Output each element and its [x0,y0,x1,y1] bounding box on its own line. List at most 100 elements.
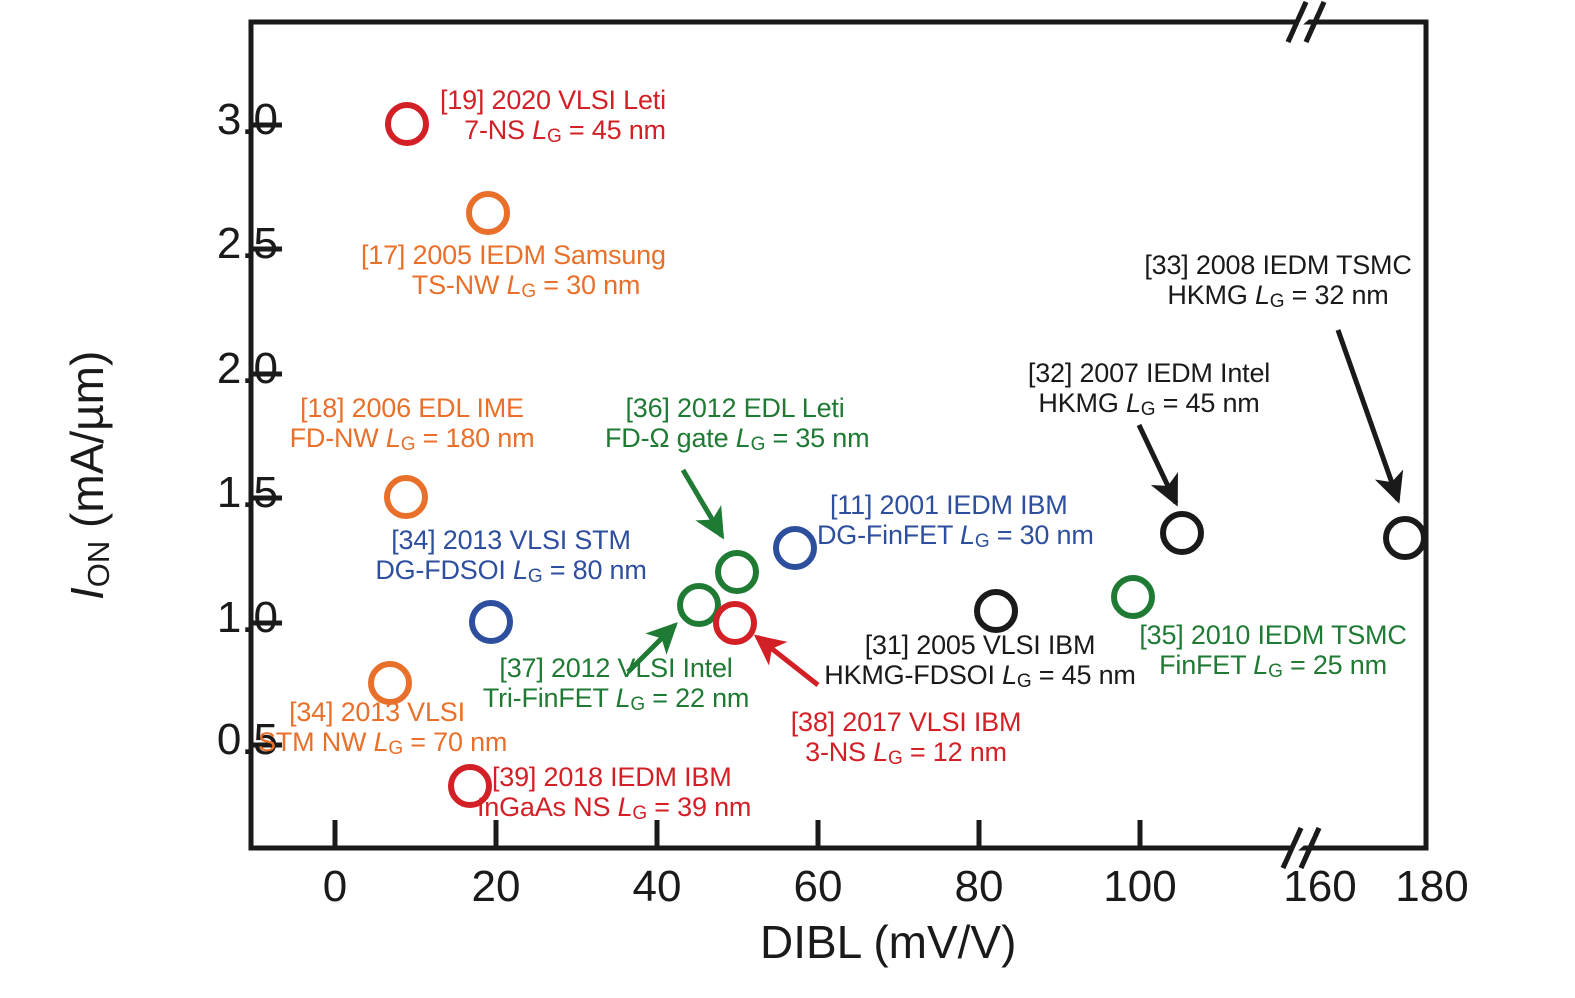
annotation-36-line1: [36] 2012 EDL Leti [625,393,845,423]
lg-subscript: G [1268,661,1283,683]
lg-symbol: L [1125,388,1141,419]
annotation-17-line1: [17] 2005 IEDM Samsung [361,240,666,270]
lg-subscript: G [400,434,416,456]
y-axis-symbol: I [61,587,113,600]
x-tick-label-5: 100 [1103,862,1177,911]
annotation-38-length: = 12 nm [902,737,1007,768]
annotation-32-line2: HKMG LG = 45 nm [1016,388,1282,420]
annotation-18-length: = 180 nm [415,423,535,454]
lg-subscript: G [388,738,403,760]
annotation-17: [17] 2005 IEDM Samsung TS-NW LG = 30 nm [361,240,691,303]
lg-subscript: G [630,694,645,716]
y-tick-label-1: 2.5 [216,219,278,268]
annotation-32: [32] 2007 IEDM Intel HKMG LG = 45 nm [1016,358,1282,421]
annotation-32-device: HKMG [1038,388,1126,419]
y-tick-label-3: 1.5 [216,468,278,517]
annotation-36-length: = 35 nm [765,423,870,454]
marker-31 [974,589,1018,633]
annotation-37-line1: [37] 2012 VLSI Intel [499,653,733,683]
annotation-34a-line2: STM NW LG = 70 nm [258,727,507,760]
annotation-34b-device: DG-FDSOI [375,555,514,586]
axis-break-marks-2 [1280,0,1327,870]
annotation-11-line1: [11] 2001 IEDM IBM [830,490,1068,520]
plot-frame [248,19,1429,851]
annotation-18: [18] 2006 EDL IME FD-NW LG = 180 nm [288,393,536,456]
y-axis-unit: (mA/µm) [61,350,113,541]
annotation-31: [31] 2005 VLSI IBM HKMG-FDSOI LG = 45 nm [820,630,1140,693]
lg-subscript: G [547,126,562,148]
lg-subscript: G [888,748,903,770]
annotation-36-line2: FD-Ω gate LG = 35 nm [605,423,870,456]
lg-symbol: L [373,727,389,758]
lg-subscript: G [632,803,647,825]
annotation-37-line2: Tri-FinFET LG = 22 nm [480,683,752,715]
annotation-19: [19] 2020 VLSI Leti 7-NS LG = 45 nm [440,85,690,148]
arrow-36 [680,468,725,540]
lg-subscript: G [1269,291,1285,313]
x-tick-label-2: 40 [632,862,682,911]
annotation-31-line2: HKMG-FDSOI LG = 45 nm [820,660,1140,692]
lg-symbol: L [385,423,401,454]
annotation-39-line2: InGaAs NS LG = 39 nm [477,792,751,824]
marker-36 [715,550,759,594]
axis-break-marks [1280,0,1327,870]
annotation-18-device: FD-NW [289,423,386,454]
annotation-19-device: 7-NS [464,115,533,146]
annotation-19-line1: [19] 2020 VLSI Leti [440,85,666,115]
marker-34b [469,600,513,644]
data-markers [368,102,1427,808]
annotation-39-device: InGaAs NS [477,792,618,823]
annotation-19-line2: 7-NS LG = 45 nm [440,115,690,147]
annotation-34b-line2: DG-FDSOI LG = 80 nm [372,555,650,587]
annotation-19-length: = 45 nm [561,115,666,146]
lg-symbol: L [532,115,548,146]
lg-symbol: L [617,792,633,823]
annotation-18-line1: [18] 2006 EDL IME [300,393,524,423]
annotation-36: [36] 2012 EDL Leti FD-Ω gate LG = 35 nm [605,393,870,456]
lg-subscript: G [1140,399,1156,421]
marker-37 [677,583,721,627]
marker-17 [466,191,510,235]
annotation-34a-device: STM NW [258,727,374,758]
annotation-31-length: = 45 nm [1031,660,1136,691]
annotation-33-line2: HKMG LG = 32 nm [1133,280,1423,312]
y-axis-subscript: ON [81,540,116,588]
annotation-37: [37] 2012 VLSI Intel Tri-FinFET LG = 22 … [480,653,752,716]
marker-39 [448,764,492,808]
marker-11 [773,526,817,570]
annotation-33-length: = 32 nm [1284,280,1389,311]
annotation-35: [35] 2010 IEDM TSMC FinFET LG = 25 nm [1128,620,1418,683]
annotation-34a-length: = 70 nm [403,727,508,758]
y-axis-ticks [251,122,282,748]
annotation-17-line2: TS-NW LG = 30 nm [361,270,691,302]
axis-break-whiteout [1275,8,1322,862]
lg-symbol: L [1254,280,1270,311]
annotation-37-device: Tri-FinFET [482,683,616,714]
annotation-33-device: HKMG [1167,280,1255,311]
marker-32 [1160,511,1204,555]
lg-subscript: G [1016,671,1032,693]
x-tick-label-0: 0 [322,862,348,911]
lg-subscript: G [750,434,766,456]
y-axis-title: ION (mA/µm) [60,351,117,600]
annotation-11-line2: DG-FinFET LG = 30 nm [817,520,1094,552]
arrow-33 [1335,329,1404,504]
annotation-33: [33] 2008 IEDM TSMC HKMG LG = 32 nm [1133,250,1423,313]
annotation-35-line2: FinFET LG = 25 nm [1128,650,1418,682]
annotation-11-device: DG-FinFET [817,520,961,551]
annotation-35-line1: [35] 2010 IEDM TSMC [1139,620,1407,650]
x-tick-label-6: 160 [1283,862,1357,911]
x-tick-label-7: 180 [1395,862,1469,911]
annotation-38-line1: [38] 2017 VLSI IBM [790,707,1022,737]
y-tick-label-4: 1.0 [216,593,278,642]
annotation-37-length: = 22 nm [645,683,750,714]
lg-symbol: L [1253,650,1269,681]
lg-subscript: G [521,281,536,303]
annotation-36-device: FD-Ω gate [605,423,736,454]
lg-subscript: G [974,531,990,553]
x-tick-label-4: 80 [954,862,1004,911]
lg-symbol: L [960,520,975,551]
lg-symbol: L [735,423,751,454]
